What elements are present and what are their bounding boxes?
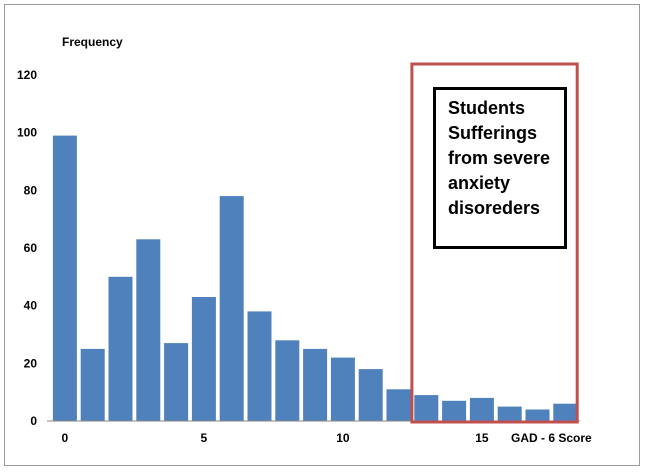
severe-anxiety-callout: Students Sufferings from severe anxiety …: [433, 87, 567, 249]
y-tick-label-100: 100: [17, 126, 37, 140]
callout-line-4: anxiety: [448, 173, 511, 193]
callout-line-5: disoreders: [448, 198, 541, 218]
x-tick-label-5: 5: [201, 431, 208, 445]
bar-score-1: [80, 348, 105, 421]
y-tick-label-40: 40: [24, 299, 38, 313]
y-tick-label-120: 120: [17, 68, 37, 82]
callout-line-1: Students: [448, 98, 526, 118]
x-tick-label-0: 0: [62, 431, 69, 445]
bar-score-5: [191, 297, 216, 421]
severe-anxiety-highlight-box: [410, 62, 579, 424]
x-tick-label-15: 15: [475, 431, 489, 445]
bar-score-17: [525, 409, 550, 421]
y-tick-label-60: 60: [24, 241, 38, 255]
y-tick-label-80: 80: [24, 183, 38, 197]
bar-score-3: [136, 239, 161, 421]
x-tick-label-10: 10: [336, 431, 350, 445]
y-tick-label-20: 20: [24, 356, 38, 370]
bar-score-7: [247, 311, 272, 421]
bar-score-2: [108, 276, 133, 421]
bar-score-6: [219, 196, 244, 421]
bar-score-16: [497, 406, 522, 421]
bar-score-14: [442, 400, 467, 421]
bar-score-0: [52, 135, 77, 421]
bar-score-8: [275, 340, 300, 421]
bar-score-12: [386, 389, 411, 421]
callout-line-3: from severe: [448, 148, 551, 168]
x-axis-title: GAD - 6 Score: [511, 431, 592, 445]
bar-score-9: [303, 348, 328, 421]
callout-line-2: Sufferings: [448, 123, 538, 143]
y-tick-label-0: 0: [30, 414, 37, 428]
bar-score-10: [330, 357, 355, 421]
bar-score-11: [358, 369, 383, 421]
bar-score-4: [164, 343, 189, 421]
bar-score-13: [414, 395, 439, 421]
bar-score-18: [553, 403, 578, 421]
y-axis-title: Frequency: [62, 35, 123, 49]
bar-score-15: [469, 397, 494, 421]
